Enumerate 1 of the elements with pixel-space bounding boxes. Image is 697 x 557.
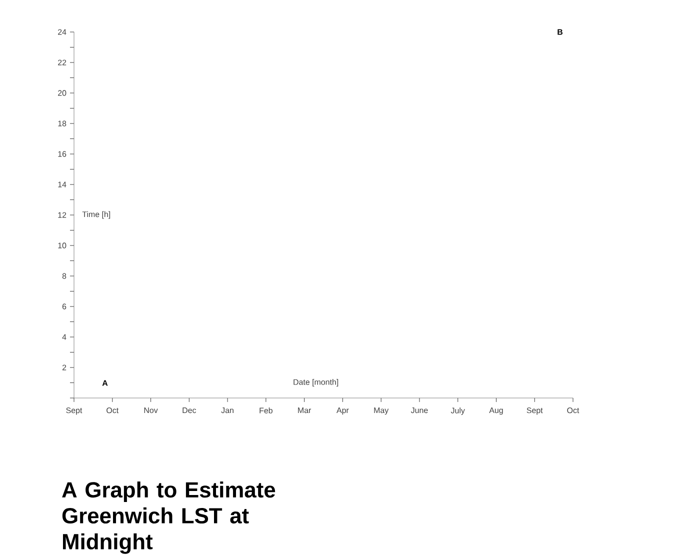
text: A Graph to Estimate Greenwich LST at Midnight [62, 481, 276, 554]
